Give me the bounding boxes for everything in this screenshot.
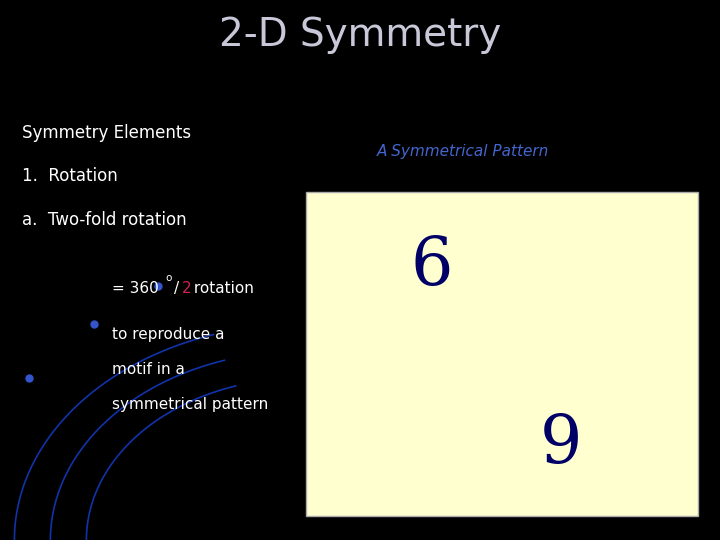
Text: Symmetry Elements: Symmetry Elements: [22, 124, 191, 142]
Text: A Symmetrical Pattern: A Symmetrical Pattern: [377, 144, 549, 159]
Text: 6: 6: [410, 234, 453, 299]
Text: 9: 9: [540, 412, 582, 477]
Text: o: o: [166, 273, 172, 283]
Text: 2: 2: [181, 281, 191, 296]
Text: /: /: [174, 281, 179, 296]
Bar: [306, 192, 698, 516]
Text: motif in a: motif in a: [112, 362, 184, 377]
Text: 1.  Rotation: 1. Rotation: [22, 167, 117, 185]
Text: a.  Two-fold rotation: a. Two-fold rotation: [22, 211, 186, 228]
Text: rotation: rotation: [189, 281, 254, 296]
Text: to reproduce a: to reproduce a: [112, 327, 224, 342]
Text: 2-D Symmetry: 2-D Symmetry: [219, 16, 501, 54]
Text: symmetrical pattern: symmetrical pattern: [112, 397, 268, 412]
Text: = 360: = 360: [112, 281, 158, 296]
